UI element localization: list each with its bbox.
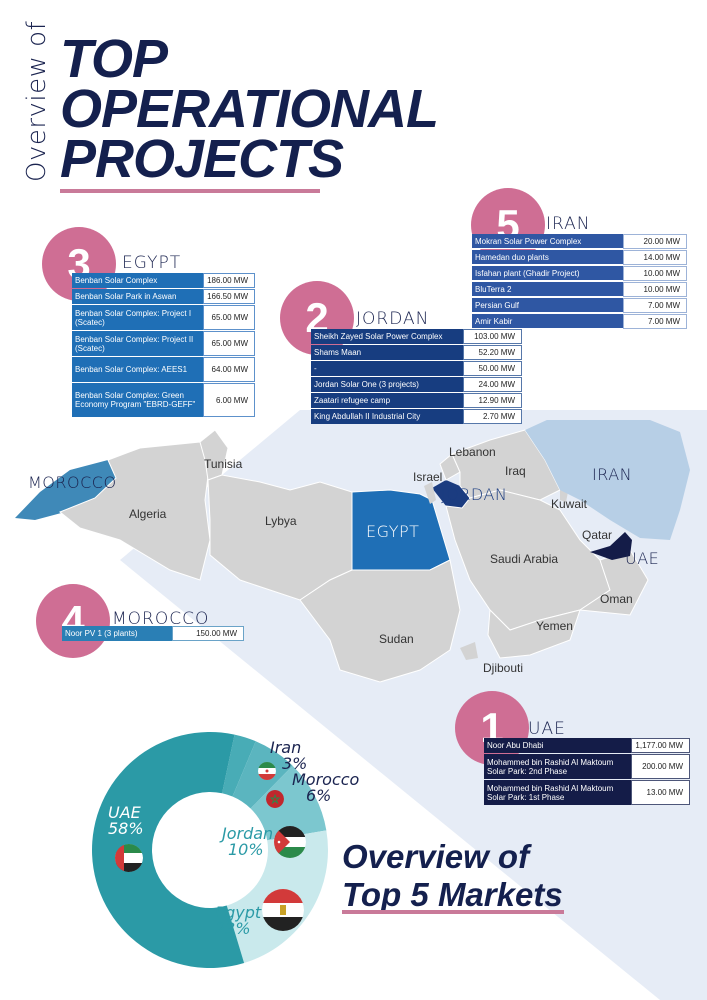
country-name-egypt: EGYPT [122, 253, 182, 273]
table-row: Benban Solar Complex: Project II (Scatec… [72, 331, 255, 356]
projects-table-morocco: Noor PV 1 (3 plants) 150.00 MW [62, 625, 244, 642]
donut-label-morocco-pct: 6% [306, 786, 332, 805]
donut-label-uae-pct: 58% [108, 819, 144, 838]
donut-label-iran-pct: 3% [282, 754, 308, 773]
donut-label-uae: UAE 58% [108, 805, 144, 837]
table-row: Shams Maan 52.20 MW [311, 345, 522, 360]
donut-label-morocco-name: Morocco [292, 770, 360, 789]
overview-title-line-1: Overview of [342, 838, 530, 875]
title-line-2: OPERATIONAL [60, 79, 439, 139]
table-row: Mohammed bin Rashid Al Maktoum Solar Par… [484, 780, 690, 805]
donut-label-iran-name: Iran [270, 738, 302, 757]
map-iran [525, 420, 690, 540]
country-name-jordan: JORDAN [356, 309, 430, 329]
table-row: Isfahan plant (Ghadir Project) 10.00 MW [472, 266, 687, 281]
overview-underline [342, 910, 564, 914]
table-row: Sheikh Zayed Solar Power Complex 103.00 M… [311, 329, 522, 344]
table-row: Mohammed bin Rashid Al Maktoum Solar Par… [484, 754, 690, 779]
map-label-algeria: Algeria [129, 507, 167, 521]
map-label-qatar: Qatar [582, 528, 613, 542]
title-line-3: PROJECTS [60, 129, 344, 189]
table-row: BluTerra 2 10.00 MW [472, 282, 687, 297]
donut-label-egypt-name: Egypt [215, 903, 262, 922]
iran-flag-icon [258, 762, 276, 780]
uae-flag-icon [115, 844, 143, 872]
country-name-morocco: MOROCCO [112, 609, 210, 629]
map-label-oman: Oman [600, 592, 633, 606]
map-sudan [299, 559, 461, 683]
table-row: Mokran Solar Power Complex 20.00 MW [472, 234, 687, 249]
table-row: Jordan Solar One (3 projects) 24.00 MW [311, 377, 522, 392]
table-row: King Abdullah II Industrial City 2.70 MW [311, 409, 522, 424]
overview-title-line-2: Top 5 Markets [342, 876, 563, 913]
map-label-iraq: Iraq [505, 464, 526, 478]
map-highlight-jordan: JORDAN [441, 485, 508, 504]
projects-table-iran: Mokran Solar Power Complex 20.00 MW Hamed… [472, 233, 687, 330]
map-label-lybya: Lybya [265, 514, 297, 528]
table-row: Benban Solar Complex: Project I (Scatec)… [72, 305, 255, 330]
map-label-saudi-arabia: Saudi Arabia [490, 552, 559, 566]
donut-label-iran: Iran 3% [270, 740, 307, 772]
table-row: Amir Kabir 7.00 MW [472, 314, 687, 329]
map-label-yemen: Yemen [536, 619, 573, 633]
map-highlight-iran: IRAN [592, 465, 633, 484]
map-morocco [15, 460, 116, 520]
donut-label-jordan-name: Jordan [222, 824, 274, 843]
map-djibouti [460, 642, 478, 660]
donut-segment-uae [91, 732, 245, 968]
map-uae [590, 532, 632, 560]
table-row: Benban Solar Complex: AEES1 64.00 MW [72, 357, 255, 382]
donut-segment-jordan [250, 765, 327, 841]
projects-table-uae: Noor Abu Dhabi 1,177.00 MW Mohammed bin R… [484, 737, 690, 806]
map-label-lebanon: Lebanon [449, 445, 496, 459]
table-row: -50.00 MW [311, 361, 522, 376]
map-label-kuwait: Kuwait [551, 497, 588, 511]
table-row: Benban Solar Park in Aswan 166.50 MW [72, 289, 255, 304]
market-share-donut [91, 732, 328, 968]
map-label-tunisia: Tunisia [204, 457, 243, 471]
morocco-flag-icon [266, 790, 284, 808]
donut-label-jordan-pct: 10% [228, 840, 264, 859]
donut-segment-iran [222, 734, 256, 797]
donut-label-jordan: Jordan 10% [222, 826, 273, 858]
donut-label-egypt-pct: 23% [215, 919, 251, 938]
donut-label-uae-name: UAE [108, 803, 141, 822]
projects-table-egypt: Benban Solar Complex 186.00 MW Benban Sol… [72, 272, 255, 418]
donut-label-morocco: Morocco 6% [292, 772, 359, 804]
rank-badge-morocco: 4 [36, 584, 110, 658]
table-row: Zaatari refugee camp 12.90 MW [311, 393, 522, 408]
country-name-iran: IRAN [546, 214, 591, 234]
projects-table-jordan: Sheikh Zayed Solar Power Complex 103.00 M… [311, 328, 522, 425]
donut-label-egypt: Egypt 23% [215, 905, 261, 937]
map-highlight-uae: UAE [625, 549, 660, 568]
map-label-djibouti: Djibouti [483, 661, 524, 675]
map-highlight-morocco: MOROCCO [28, 473, 117, 492]
table-row: Hamedan duo plants 14.00 MW [472, 250, 687, 265]
jordan-flag-icon [274, 826, 306, 858]
table-row: Benban Solar Complex: Green Economy Prog… [72, 383, 255, 417]
egypt-flag-icon [262, 889, 304, 931]
map-label-israel: Israel [413, 470, 443, 484]
map-highlight-egypt: EGYPT [366, 522, 420, 541]
table-row: Benban Solar Complex 186.00 MW [72, 273, 255, 288]
vertical-title-prefix: Overview of [22, 20, 52, 182]
overview-title: Overview of Top 5 Markets [342, 838, 563, 914]
table-row: Persian Gulf 7.00 MW [472, 298, 687, 313]
region-map [15, 420, 690, 683]
main-title: TOP OPERATIONAL PROJECTS [60, 29, 439, 189]
map-label-sudan: Sudan [379, 632, 414, 646]
map-yemen [487, 608, 581, 659]
table-row: Noor Abu Dhabi 1,177.00 MW [484, 738, 690, 753]
title-line-1: TOP [60, 29, 168, 89]
table-row: Noor PV 1 (3 plants) 150.00 MW [62, 626, 244, 641]
title-underline [60, 189, 320, 193]
map-israel [424, 482, 436, 504]
country-name-uae: UAE [528, 719, 566, 739]
rank-badge-iran: 5 [471, 188, 545, 262]
